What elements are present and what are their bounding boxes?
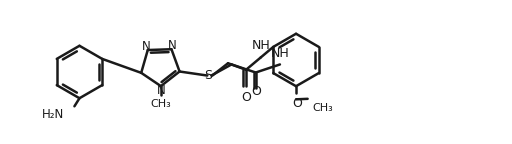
Text: N: N [157, 84, 165, 97]
Text: O: O [241, 91, 251, 104]
Text: NH: NH [270, 47, 289, 60]
Text: CH₃: CH₃ [313, 103, 333, 113]
Text: S: S [204, 69, 212, 82]
Text: N: N [168, 39, 177, 52]
Text: O: O [251, 85, 261, 98]
Text: O: O [292, 97, 302, 110]
Text: N: N [142, 39, 151, 53]
Text: H₂N: H₂N [42, 108, 65, 121]
Text: CH₃: CH₃ [151, 99, 171, 109]
Text: NH: NH [251, 39, 270, 52]
